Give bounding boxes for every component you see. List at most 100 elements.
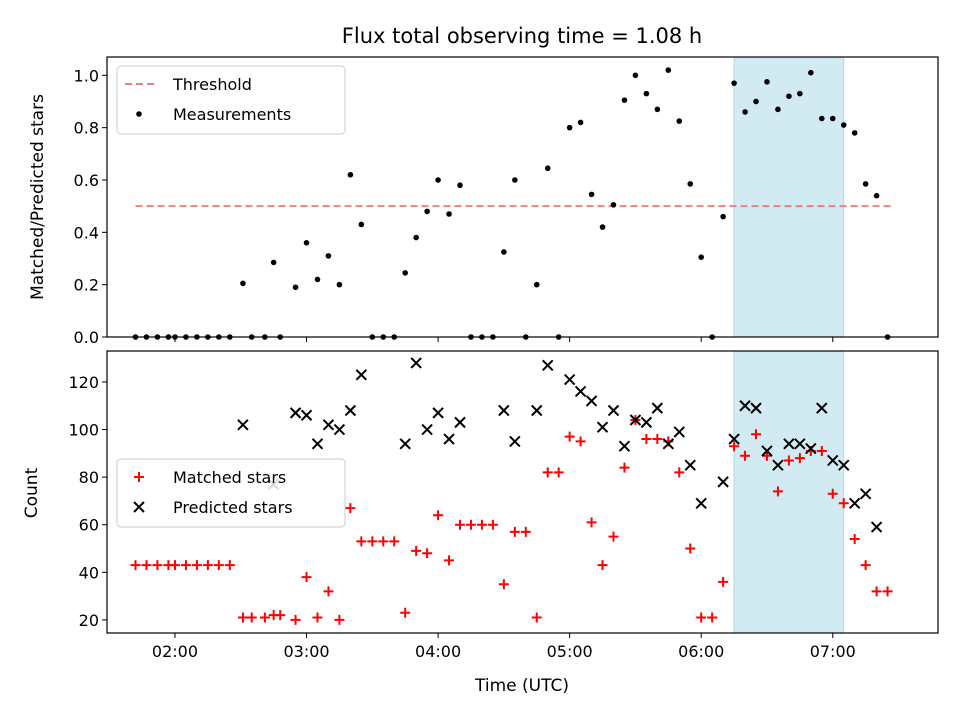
predicted-point — [432, 407, 444, 419]
matched-point — [411, 545, 422, 556]
matched-point — [389, 536, 400, 547]
predicted-point — [344, 404, 357, 417]
matched-point — [619, 462, 630, 473]
predicted-point — [237, 419, 249, 431]
matched-point — [794, 453, 805, 464]
matched-point — [871, 586, 882, 597]
matched-point — [334, 614, 345, 625]
measurement-point — [457, 182, 463, 189]
matched-point — [608, 531, 619, 542]
predicted-point — [827, 454, 839, 467]
legend-predicted-marker — [133, 501, 145, 513]
measurement-point — [588, 191, 595, 198]
measurement-point — [632, 72, 639, 79]
x-tick-label: 03:00 — [283, 642, 329, 661]
x-tick-label: 02:00 — [152, 642, 198, 661]
measurement-point — [446, 211, 452, 217]
matched-point — [476, 519, 487, 530]
predicted-point — [322, 419, 335, 431]
axes-frame — [106, 350, 939, 634]
matched-point — [237, 612, 248, 623]
y-tick-label: 40 — [79, 563, 99, 582]
measurement-point — [851, 130, 858, 136]
measurement-point — [840, 122, 847, 128]
matched-point — [213, 560, 224, 571]
y-axis-label-count: Count — [22, 467, 42, 518]
matched-point — [202, 560, 213, 571]
predicted-point — [695, 497, 707, 510]
predicted-point — [750, 402, 762, 414]
matched-point — [191, 560, 202, 571]
matched-point — [367, 536, 378, 547]
predicted-point — [563, 373, 576, 386]
legend-label: Matched stars — [173, 468, 286, 487]
x-tick-label: 05:00 — [547, 642, 593, 661]
matched-point — [301, 572, 312, 583]
predicted-point — [805, 442, 817, 455]
matched-point — [597, 560, 608, 571]
chart-title: Flux total observing time = 1.08 h — [342, 24, 702, 48]
predicted-point — [311, 438, 324, 450]
matched-point — [130, 560, 141, 571]
y-tick-label: 0.0 — [74, 328, 99, 347]
matched-point — [246, 612, 257, 623]
measurement-point — [742, 109, 748, 115]
matched-point — [860, 560, 871, 571]
legend-label: Threshold — [172, 75, 252, 94]
star-count-panel: 02:00 03:00 04:00 05:00 06:00 07:00 20 40 60 80 10… — [68, 350, 939, 661]
legend-matched-marker — [134, 472, 144, 482]
matched-point — [400, 607, 411, 618]
matched-point — [783, 455, 794, 466]
predicted-point — [684, 459, 696, 471]
y-tick-label: 0.6 — [74, 171, 99, 190]
predicted-point — [531, 404, 543, 417]
matched-point — [751, 429, 762, 440]
measurement-point — [303, 239, 310, 246]
measurement-point — [786, 93, 792, 100]
matched-point — [520, 526, 531, 537]
measurement-point — [797, 90, 803, 97]
predicted-point — [783, 438, 795, 450]
predicted-point — [399, 438, 411, 450]
predicted-point — [717, 476, 729, 488]
matched-point — [169, 560, 180, 571]
matched-point — [849, 534, 860, 544]
predicted-point — [739, 400, 751, 412]
measurement-point — [818, 115, 825, 122]
measurement-point — [566, 124, 573, 131]
measurement-point — [435, 177, 441, 183]
predicted-point — [300, 409, 313, 421]
predicted-point — [618, 440, 631, 452]
matched-point — [827, 488, 838, 499]
matched-point — [498, 579, 509, 590]
y-tick-label: 1.0 — [74, 66, 99, 85]
series-predicted-stars — [237, 357, 883, 533]
predicted-point — [761, 445, 773, 457]
measurement-point — [402, 270, 408, 276]
matched-point — [312, 612, 323, 623]
measurement-point — [314, 276, 321, 283]
matched-point — [674, 467, 685, 478]
measurement-point — [413, 234, 419, 241]
measurement-point — [424, 208, 430, 215]
series-matched-stars — [130, 415, 893, 625]
legend-label: Measurements — [173, 105, 291, 124]
highlight-span — [734, 351, 844, 633]
y-tick-label: 80 — [79, 468, 99, 487]
x-tick-label: 07:00 — [810, 642, 856, 661]
legend-measurement-marker — [136, 111, 142, 117]
matched-point — [509, 526, 520, 537]
measurement-point — [698, 254, 704, 260]
predicted-point — [651, 402, 664, 414]
predicted-point — [454, 416, 466, 429]
predicted-point — [870, 521, 883, 533]
predicted-point — [838, 459, 850, 471]
predicted-point — [542, 359, 554, 371]
series-measurements — [132, 67, 891, 340]
matched-point — [652, 434, 663, 445]
x-tick-label: 04:00 — [415, 642, 461, 661]
measurement-point — [873, 192, 880, 199]
predicted-point — [585, 395, 598, 407]
predicted-point — [629, 414, 642, 426]
